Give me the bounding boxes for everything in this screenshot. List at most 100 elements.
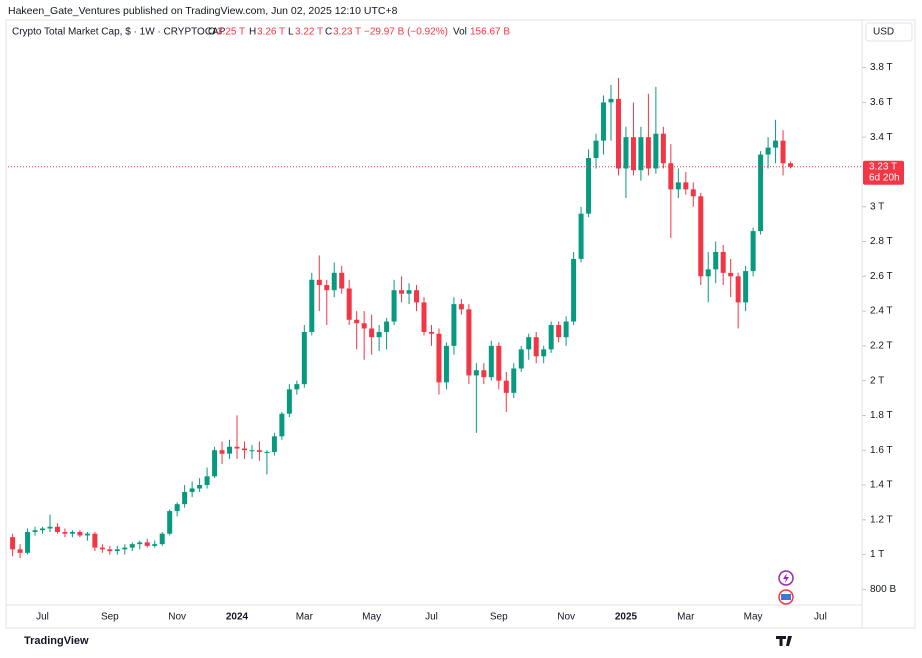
y-tick-label: 2.8 T bbox=[870, 236, 893, 247]
candle-body bbox=[660, 133, 666, 164]
legend-volume: 156.67 B bbox=[470, 27, 510, 38]
candle-body bbox=[376, 331, 382, 338]
candle-body bbox=[578, 213, 584, 259]
candle-body bbox=[788, 163, 794, 167]
candle-body bbox=[556, 325, 562, 338]
candle-body bbox=[301, 331, 307, 385]
candle-body bbox=[758, 154, 764, 232]
legend-close-label: C bbox=[325, 27, 332, 38]
candle-body bbox=[601, 102, 607, 141]
y-tick-label: 2 T bbox=[870, 375, 884, 386]
x-tick-label: Jul bbox=[425, 612, 438, 623]
last-price-box bbox=[863, 160, 904, 185]
candle-body bbox=[32, 530, 38, 532]
candle-body bbox=[99, 547, 105, 550]
candle-body bbox=[608, 98, 614, 103]
candle-body bbox=[10, 537, 16, 550]
candle-body bbox=[436, 333, 442, 383]
candle-body bbox=[518, 349, 524, 369]
candle-body bbox=[563, 321, 569, 338]
candle-body bbox=[47, 526, 53, 529]
candle-body bbox=[488, 345, 494, 378]
candle-body bbox=[256, 450, 262, 452]
candle-body bbox=[630, 137, 636, 171]
candle-body bbox=[189, 488, 195, 492]
legend-high: 3.26 T bbox=[257, 27, 285, 38]
legend-change: −29.97 B (−0.92%) bbox=[364, 27, 448, 38]
y-tick-label: 2.6 T bbox=[870, 271, 893, 282]
candle-body bbox=[249, 450, 255, 452]
candle-body bbox=[406, 290, 412, 294]
candle-body bbox=[84, 533, 90, 536]
candle-body bbox=[114, 549, 120, 552]
candle-body bbox=[361, 323, 367, 329]
candle-body bbox=[324, 285, 330, 291]
candle-body bbox=[339, 272, 345, 289]
candle-body bbox=[17, 549, 23, 553]
candle-body bbox=[511, 368, 517, 393]
candle-body bbox=[77, 531, 83, 536]
candle-body bbox=[765, 147, 771, 155]
candle-body bbox=[750, 231, 756, 272]
brand: TradingView bbox=[24, 635, 89, 647]
candle-body bbox=[593, 140, 599, 159]
candle-body bbox=[391, 290, 397, 322]
y-tick-label: 2.4 T bbox=[870, 306, 893, 317]
plot-area: 800 B 1 T 1.2 T 1.4 T 1.6 T 1.8 T 2 T 2.2 T 2.4 … bbox=[8, 62, 904, 623]
event-icon-glyph bbox=[783, 573, 789, 583]
candle-body bbox=[623, 137, 629, 169]
candle-body bbox=[541, 349, 547, 357]
candle-body bbox=[241, 448, 247, 451]
y-tick-label: 1.6 T bbox=[870, 445, 893, 456]
publish-header: Hakeen_Gate_Ventures published on Tradin… bbox=[8, 5, 398, 17]
legend-open: 3.25 T bbox=[217, 27, 245, 38]
candle-body bbox=[152, 544, 158, 546]
candle-body bbox=[271, 436, 277, 452]
flag-glyph bbox=[781, 594, 791, 600]
last-price-label: 3.23 T bbox=[869, 161, 897, 172]
candle-body bbox=[414, 290, 420, 303]
x-tick-label: 2024 bbox=[226, 612, 249, 623]
candle-body bbox=[713, 251, 719, 270]
candle-body bbox=[526, 337, 532, 350]
candle-body bbox=[129, 544, 135, 548]
candle-body bbox=[466, 309, 472, 376]
candle-body bbox=[638, 137, 644, 171]
y-tick-label: 3.8 T bbox=[870, 62, 893, 73]
candle-body bbox=[586, 158, 592, 214]
candle-body bbox=[354, 319, 360, 324]
y-tick-label: 1.2 T bbox=[870, 514, 893, 525]
y-tick-label: 3.6 T bbox=[870, 97, 893, 108]
x-tick-label: Jul bbox=[814, 612, 827, 623]
candle-body bbox=[227, 446, 233, 454]
countdown-label: 6d 20h bbox=[869, 172, 900, 183]
candle-body bbox=[40, 528, 46, 531]
candle-body bbox=[683, 182, 689, 190]
y-tick-label: 3.4 T bbox=[870, 132, 893, 143]
y-tick-label: 800 B bbox=[870, 584, 896, 595]
candle-body bbox=[473, 370, 479, 376]
x-tick-label: May bbox=[362, 612, 381, 623]
candle-body bbox=[107, 549, 113, 552]
candle-body bbox=[451, 304, 457, 346]
currency-button[interactable] bbox=[865, 22, 913, 42]
candle-body bbox=[481, 370, 487, 378]
candle-body bbox=[159, 533, 165, 545]
candle-body bbox=[548, 325, 554, 350]
candle-body bbox=[773, 140, 779, 148]
legend-low: 3.22 T bbox=[295, 27, 323, 38]
candle-body bbox=[316, 279, 322, 285]
legend-high-label: H bbox=[249, 27, 256, 38]
candle-body bbox=[653, 133, 659, 169]
legend-volume-label: Vol bbox=[453, 27, 467, 38]
candle-body bbox=[675, 182, 681, 190]
candle-body bbox=[533, 337, 539, 357]
x-tick-label: 2025 bbox=[615, 612, 638, 623]
candle-body bbox=[728, 272, 734, 277]
candle-body bbox=[264, 451, 270, 453]
candle-body bbox=[294, 384, 300, 390]
candle-body bbox=[668, 163, 674, 190]
currency[interactable]: USD bbox=[873, 27, 894, 38]
chart-frame bbox=[5, 19, 916, 629]
